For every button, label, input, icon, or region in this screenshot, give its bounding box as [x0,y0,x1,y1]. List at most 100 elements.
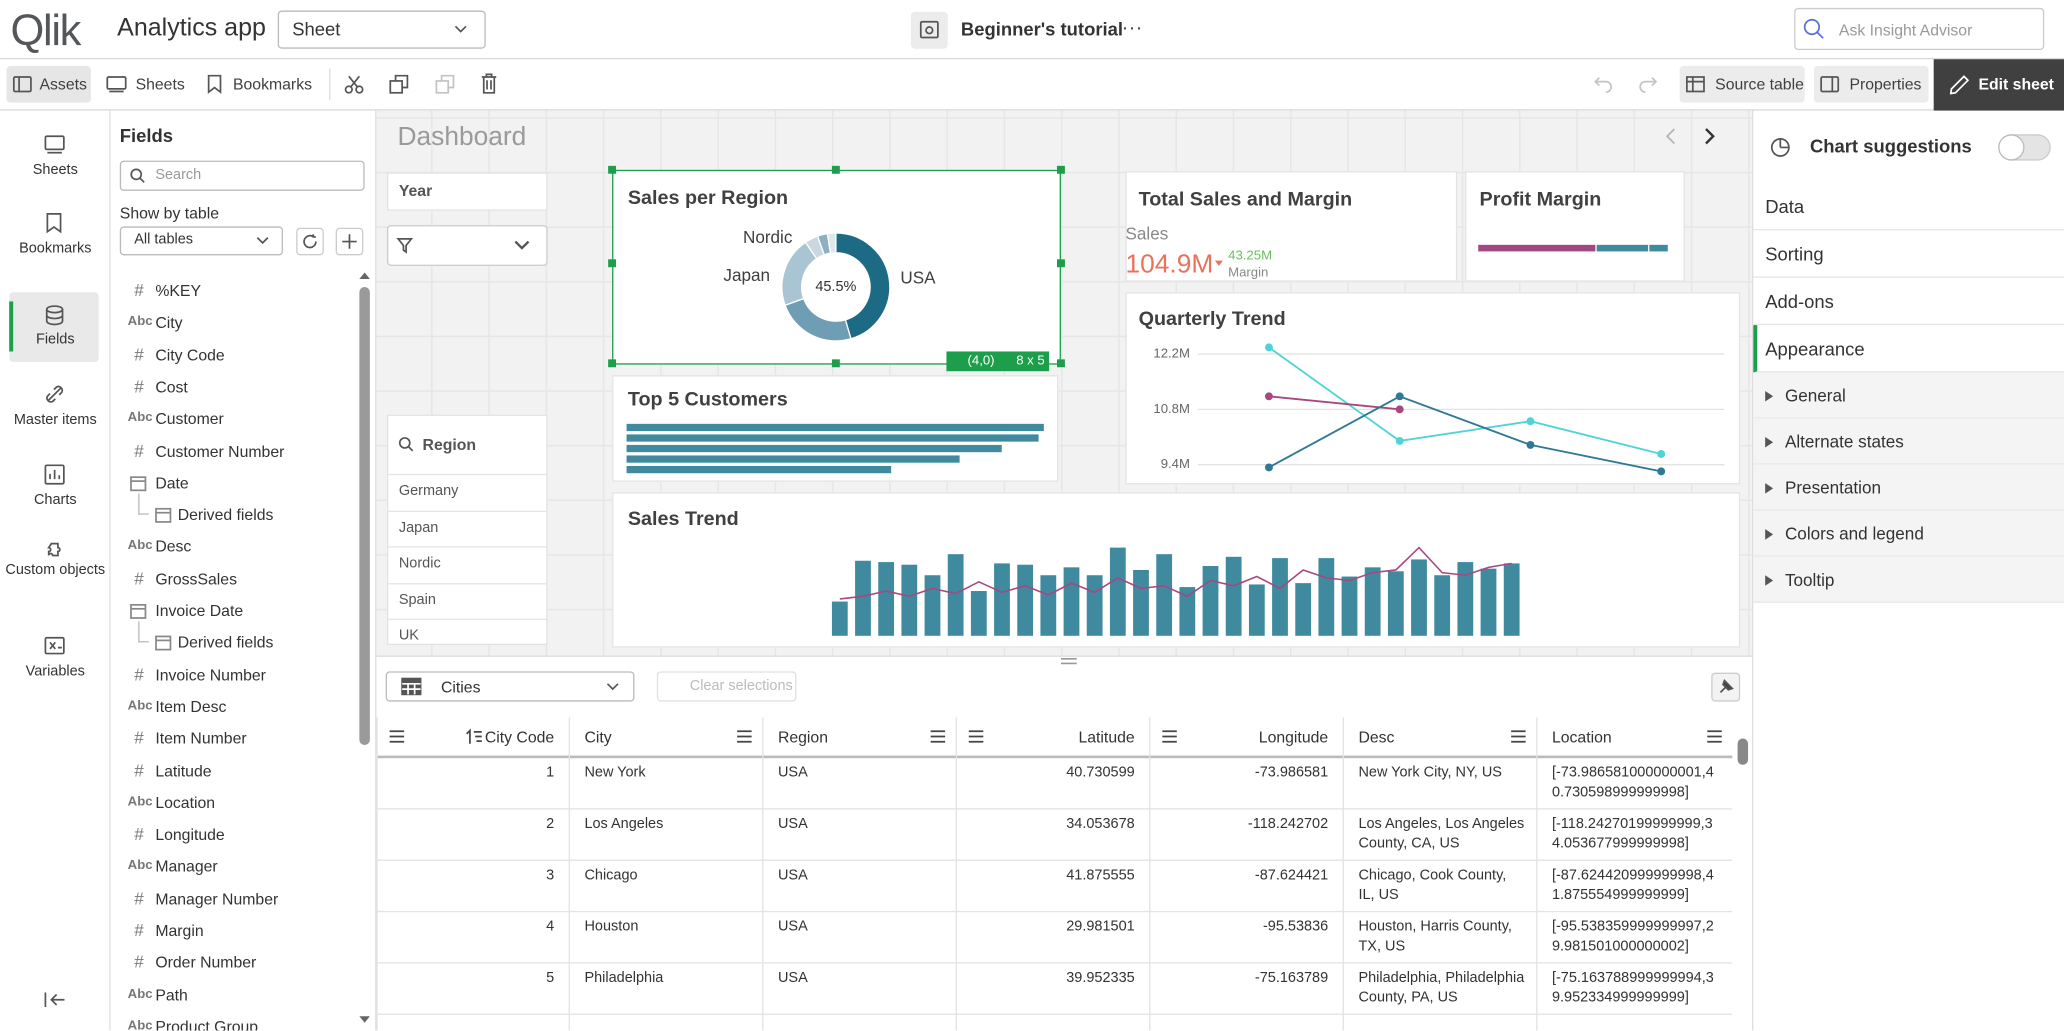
table-cell[interactable]: [-75.163788999999994,39.952334999999999] [1551,970,1714,1006]
table-cell[interactable]: Chicago [584,867,638,884]
scroll-up[interactable] [358,271,371,280]
region-value[interactable]: Spain [398,591,436,608]
column-header[interactable]: Longitude [1258,727,1329,747]
table-cell[interactable]: Philadelphia, Philadelphia County, PA, U… [1358,970,1525,1006]
sheet-select[interactable] [277,10,486,49]
table-cell[interactable]: New York [584,764,646,781]
table-cell[interactable]: USA [777,867,808,884]
table-cell[interactable]: 3 [546,867,555,884]
table-select[interactable] [119,226,284,256]
table-cell[interactable]: 40.730599 [1066,764,1135,781]
table-cell[interactable]: Houston [584,918,639,935]
table-cell[interactable]: 29.981501 [1066,918,1135,935]
property-group-row[interactable] [1753,556,2064,603]
table-cell[interactable]: -75.163789 [1254,970,1329,986]
field-name[interactable]: Customer Number [155,441,285,461]
copy-icon[interactable] [389,74,409,94]
nav-item[interactable]: Bookmarks [19,240,92,257]
table-cell[interactable]: 5 [546,970,555,986]
table-cell[interactable]: Chicago, Cook County, IL, US [1358,867,1507,904]
field-name[interactable]: Desc [155,537,192,557]
total-sales-card[interactable] [1125,171,1458,282]
field-name[interactable]: Path [155,985,188,1004]
field-name[interactable]: Item Number [155,729,247,748]
bookmarks-button[interactable]: Bookmarks [232,75,313,94]
column-header[interactable]: City [584,727,612,747]
field-name[interactable]: Customer [155,409,224,429]
nav-item[interactable]: Fields [35,331,75,348]
nav-item[interactable]: Master items [13,412,97,428]
property-section-row[interactable] [1753,230,2064,278]
table-select[interactable] [385,671,635,702]
field-name[interactable]: City Code [155,345,225,365]
table-cell[interactable]: USA [777,764,808,781]
field-name[interactable]: Order Number [155,953,257,972]
table-cell[interactable]: -73.986581 [1254,764,1329,781]
sales-trend-card[interactable] [612,492,1741,648]
property-section-row[interactable] [1753,278,2064,326]
next-sheet[interactable] [1705,128,1716,145]
field-name[interactable]: City [155,313,183,333]
table-cell[interactable]: New York City, NY, US [1358,764,1502,781]
nav-item[interactable]: Custom objects [5,562,106,578]
fields-search[interactable] [119,160,365,191]
field-name[interactable]: Derived fields [177,633,274,652]
profit-margin-card[interactable] [1465,171,1685,282]
field-name[interactable]: Date [155,473,189,493]
region-value[interactable]: Nordic [398,555,441,572]
property-group-row[interactable] [1753,372,2064,419]
delete-icon[interactable] [481,73,497,94]
field-name[interactable]: Item Desc [155,697,227,716]
table-cell[interactable]: Philadelphia [584,970,664,986]
field-name[interactable]: Manager [155,857,218,876]
table-cell[interactable]: -118.242702 [1247,816,1329,832]
field-name[interactable]: Margin [155,921,204,940]
field-name[interactable]: Product Group [155,1017,259,1031]
nav-item[interactable]: Sheets [32,161,78,178]
field-name[interactable]: Cost [155,377,188,397]
table-cell[interactable]: [-95.538359999999997,29.981501000000002] [1551,918,1714,955]
logo[interactable]: Qlik [10,5,82,54]
region-value[interactable]: Germany [398,483,459,499]
field-name[interactable]: Invoice Number [155,665,266,684]
table-cell[interactable]: [-73.986581000000001,40.730598999999998] [1551,764,1714,801]
table-cell[interactable]: Houston, Harris County, TX, US [1358,918,1512,955]
collapse-icon[interactable] [44,992,65,1007]
region-value[interactable]: UK [398,627,419,644]
refresh-button[interactable] [296,227,324,256]
region-value[interactable]: Japan [398,519,439,536]
property-group-row[interactable] [1753,464,2064,511]
table-cell[interactable]: 2 [546,816,555,832]
column-header[interactable]: City Code [484,727,555,747]
year-filter[interactable] [387,172,548,211]
tutorial-icon[interactable] [910,11,948,49]
more-button[interactable]: ··· [1121,17,1143,40]
field-name[interactable]: Derived fields [177,505,274,525]
table-cell[interactable]: Los Angeles, Los Angeles County, CA, US [1358,816,1525,852]
field-name[interactable]: Manager Number [155,889,279,908]
field-name[interactable]: Latitude [155,761,212,780]
table-cell[interactable]: USA [777,918,808,935]
field-name[interactable]: Longitude [155,825,225,844]
table-cell[interactable]: -95.53836 [1262,918,1329,935]
table-cell[interactable]: 39.952335 [1066,970,1135,986]
cut-icon[interactable] [344,75,364,94]
table-cell[interactable]: USA [777,970,808,986]
table-cell[interactable]: USA [777,816,808,832]
field-name[interactable]: %KEY [155,281,201,301]
nav-item[interactable]: Variables [25,663,85,680]
table-cell[interactable]: 1 [546,764,555,781]
column-header[interactable]: Latitude [1078,727,1135,747]
property-section-row[interactable] [1753,325,2064,373]
table-cell[interactable]: Los Angeles [584,816,664,832]
splitter-handle[interactable] [1060,657,1077,665]
insight-search[interactable] [1794,7,2045,51]
source-table-button[interactable] [1679,65,1805,103]
table-cell[interactable]: 41.875555 [1066,867,1135,884]
table-cell[interactable]: 34.053678 [1066,816,1135,832]
field-name[interactable]: Invoice Date [155,601,244,620]
column-header[interactable]: Region [777,727,829,747]
column-header[interactable]: Location [1551,727,1612,747]
sheets-button[interactable]: Sheets [135,75,185,94]
property-section-row[interactable] [1753,183,2064,231]
